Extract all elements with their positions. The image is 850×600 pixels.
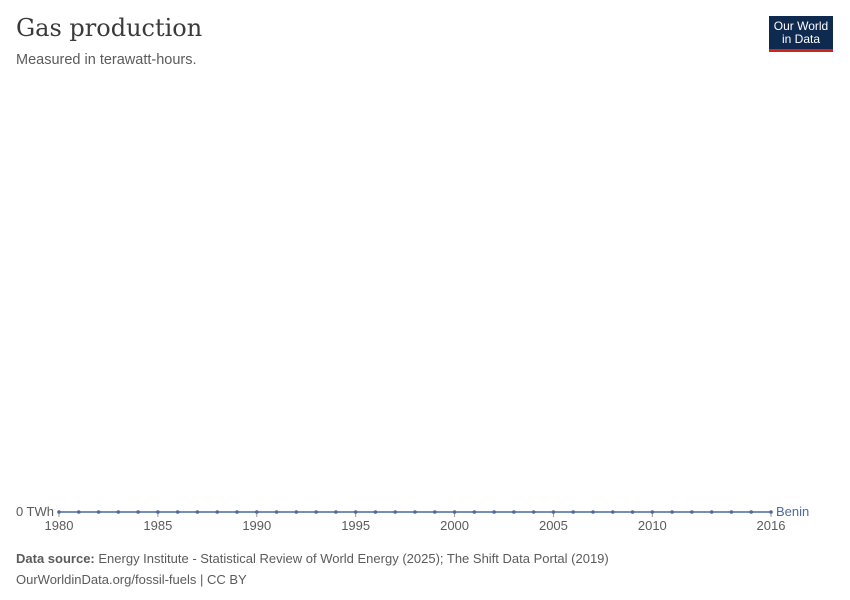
chart-svg: 0 TWh 1980 1985 1990 1995 2000 2005 2010 2016 B… xyxy=(16,504,809,533)
data-point[interactable] xyxy=(413,510,417,514)
logo-line2: in Data xyxy=(781,32,821,46)
data-point[interactable] xyxy=(650,510,655,514)
data-point[interactable] xyxy=(610,510,615,514)
data-point[interactable] xyxy=(512,510,516,514)
owid-logo[interactable]: Our World in Data xyxy=(769,16,833,52)
data-point[interactable] xyxy=(274,510,279,514)
data-point[interactable] xyxy=(334,510,338,514)
data-point[interactable] xyxy=(452,510,457,514)
x-tick-label: 1980 xyxy=(45,518,74,533)
x-tick-label: 2005 xyxy=(539,518,568,533)
data-point[interactable] xyxy=(769,510,773,514)
x-tick-label: 2016 xyxy=(757,518,786,533)
data-point[interactable] xyxy=(749,510,754,514)
data-point[interactable] xyxy=(294,510,299,514)
data-point[interactable] xyxy=(690,510,694,514)
data-point[interactable] xyxy=(195,510,200,514)
x-tick-label: 1985 xyxy=(143,518,172,533)
source-text: Energy Institute - Statistical Review of… xyxy=(98,551,609,566)
data-point[interactable] xyxy=(116,510,121,514)
data-point[interactable] xyxy=(472,510,477,514)
data-point[interactable] xyxy=(630,510,635,514)
data-point[interactable] xyxy=(215,510,220,514)
series-label[interactable]: Benin xyxy=(776,504,809,519)
data-point[interactable] xyxy=(175,510,180,514)
data-point[interactable] xyxy=(136,510,140,514)
data-point[interactable] xyxy=(235,510,239,514)
x-tick-label: 2000 xyxy=(440,518,469,533)
data-point[interactable] xyxy=(432,510,437,514)
data-point[interactable] xyxy=(254,510,259,514)
data-point[interactable] xyxy=(531,510,536,514)
data-point[interactable] xyxy=(729,510,734,514)
source-label: Data source: xyxy=(16,551,95,566)
data-point[interactable] xyxy=(709,510,714,514)
footer: Data source: Energy Institute - Statisti… xyxy=(16,551,609,587)
license[interactable]: CC BY xyxy=(207,572,247,587)
data-point[interactable] xyxy=(571,510,576,514)
x-tick-label: 1990 xyxy=(242,518,271,533)
x-tick-label: 2010 xyxy=(638,518,667,533)
data-point[interactable] xyxy=(670,510,674,514)
data-point[interactable] xyxy=(57,510,61,514)
y-tick-label: 0 TWh xyxy=(16,504,54,519)
data-point[interactable] xyxy=(373,510,378,514)
x-tick-label: 1995 xyxy=(341,518,370,533)
data-point[interactable] xyxy=(314,510,318,514)
data-point[interactable] xyxy=(393,510,398,514)
data-point[interactable] xyxy=(156,510,160,514)
data-point[interactable] xyxy=(76,510,81,514)
data-point[interactable] xyxy=(96,510,101,514)
data-point[interactable] xyxy=(591,510,595,514)
data-point[interactable] xyxy=(353,510,358,514)
logo-line1: Our World xyxy=(773,19,829,33)
data-point[interactable] xyxy=(492,510,496,514)
chart-subtitle: Measured in terawatt-hours. xyxy=(16,52,197,68)
footer-link[interactable]: OurWorldinData.org/fossil-fuels xyxy=(16,572,197,587)
data-point[interactable] xyxy=(551,510,556,514)
chart-title: Gas production xyxy=(16,14,203,42)
